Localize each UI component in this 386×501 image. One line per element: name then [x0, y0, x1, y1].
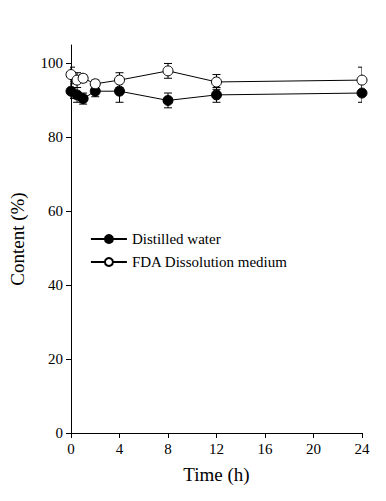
svg-text:100: 100	[41, 55, 64, 71]
svg-text:Distilled water: Distilled water	[132, 231, 221, 247]
svg-text:40: 40	[48, 277, 63, 293]
svg-text:80: 80	[48, 129, 63, 145]
svg-text:Time (h): Time (h)	[183, 464, 249, 486]
svg-text:24: 24	[355, 441, 371, 457]
svg-text:Content (%): Content (%)	[7, 192, 29, 285]
svg-text:12: 12	[209, 441, 224, 457]
svg-text:60: 60	[48, 203, 63, 219]
svg-text:4: 4	[116, 441, 124, 457]
svg-text:20: 20	[48, 351, 63, 367]
svg-text:FDA Dissolution medium: FDA Dissolution medium	[132, 254, 287, 270]
svg-text:16: 16	[258, 441, 274, 457]
svg-text:0: 0	[67, 441, 75, 457]
svg-text:0: 0	[56, 425, 64, 441]
svg-text:20: 20	[306, 441, 321, 457]
svg-text:8: 8	[164, 441, 172, 457]
